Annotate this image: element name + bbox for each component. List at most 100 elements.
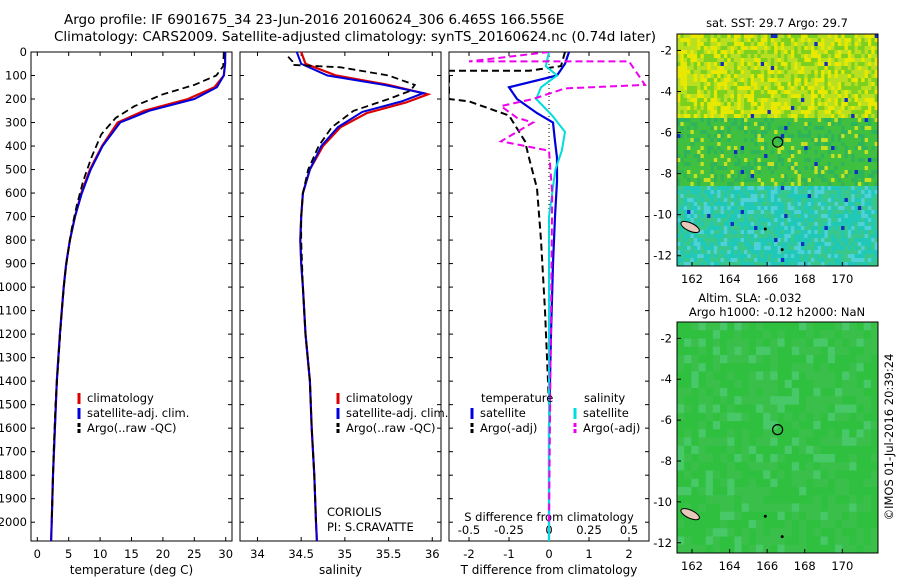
raster-cell	[834, 174, 839, 179]
raster-cell	[723, 58, 728, 63]
raster-cell	[734, 470, 743, 480]
raster-cell	[774, 154, 778, 159]
raster-cell	[817, 210, 822, 215]
raster-cell	[864, 46, 869, 51]
raster-cell	[767, 50, 772, 55]
raster-cell	[794, 246, 799, 251]
raster-cell	[710, 214, 715, 219]
raster-cell	[677, 234, 681, 239]
raster-cell	[814, 118, 819, 123]
raster-cell	[677, 258, 681, 263]
raster-cell	[690, 190, 695, 195]
raster-cell	[821, 146, 825, 151]
raster-cell	[754, 214, 758, 219]
raster-cell	[847, 242, 852, 247]
raster-cell	[871, 190, 876, 195]
raster-cell	[754, 190, 758, 195]
raster-cell	[723, 50, 728, 55]
raster-cell	[867, 142, 872, 147]
raster-cell	[757, 166, 762, 171]
raster-cell	[861, 218, 866, 223]
raster-cell	[780, 86, 785, 91]
raster-cell	[723, 226, 728, 231]
raster-cell	[697, 102, 701, 107]
raster-cell	[784, 478, 793, 488]
raster-cell	[787, 258, 792, 263]
raster-cell	[748, 478, 757, 488]
raster-cell	[817, 214, 822, 219]
raster-cell	[764, 66, 768, 71]
raster-cell	[790, 226, 795, 231]
raster-cell	[700, 246, 705, 251]
raster-cell	[807, 98, 812, 103]
raster-cell	[791, 503, 800, 513]
raster-cell	[747, 126, 752, 131]
raster-cell	[697, 118, 701, 123]
raster-cell	[760, 218, 765, 223]
map-x-tick-label: 164	[719, 272, 741, 286]
raster-cell	[713, 146, 718, 151]
raster-cell	[680, 98, 685, 103]
raster-cell	[861, 94, 866, 99]
raster-cell	[683, 150, 688, 155]
raster-cell	[687, 122, 691, 127]
raster-cell	[821, 74, 825, 79]
raster-cell	[806, 429, 814, 438]
raster-cell	[864, 94, 869, 99]
raster-cell	[690, 218, 695, 223]
raster-cell	[763, 330, 771, 339]
raster-cell	[717, 74, 722, 79]
raster-cell	[748, 396, 757, 405]
raster-cell	[851, 114, 856, 119]
raster-cell	[750, 158, 755, 163]
raster-cell	[690, 102, 695, 107]
raster-cell	[764, 210, 768, 215]
raster-cell	[784, 54, 789, 59]
raster-cell	[874, 70, 879, 75]
raster-cell	[720, 388, 728, 397]
raster-cell	[861, 242, 866, 247]
raster-cell	[790, 70, 795, 75]
raster-cell	[797, 202, 802, 207]
raster-cell	[687, 194, 691, 199]
raster-cell	[804, 46, 809, 51]
raster-cell	[834, 158, 839, 163]
raster-cell	[744, 250, 748, 255]
raster-cell	[842, 503, 850, 513]
raster-cell	[767, 162, 772, 167]
raster-cell	[824, 206, 829, 211]
raster-cell	[703, 166, 708, 171]
raster-cell	[824, 190, 829, 195]
raster-cell	[733, 242, 738, 247]
raster-cell	[707, 38, 711, 43]
raster-cell	[741, 487, 750, 496]
raster-cell	[740, 86, 745, 91]
raster-cell	[705, 511, 714, 521]
raster-cell	[864, 50, 869, 55]
raster-cell	[698, 462, 707, 471]
raster-cell	[821, 262, 825, 267]
raster-cell	[791, 478, 800, 488]
raster-cell	[831, 210, 835, 215]
raster-cell	[817, 230, 822, 235]
raster-cell	[867, 194, 872, 199]
raster-cell	[870, 346, 879, 356]
raster-cell	[690, 122, 695, 127]
raster-cell	[847, 166, 852, 171]
raster-cell	[777, 388, 786, 397]
raster-cell	[774, 38, 778, 43]
raster-cell	[777, 178, 782, 183]
raster-cell	[871, 110, 876, 115]
raster-cell	[770, 150, 775, 155]
raster-cell	[707, 90, 711, 95]
raster-cell	[784, 110, 789, 115]
raster-cell	[807, 194, 812, 199]
raster-cell	[867, 214, 872, 219]
raster-cell	[814, 150, 819, 155]
raster-cell	[842, 437, 850, 447]
raster-cell	[700, 170, 705, 175]
raster-cell	[683, 82, 688, 87]
raster-cell	[821, 242, 825, 247]
raster-cell	[787, 242, 792, 247]
raster-cell	[784, 544, 793, 554]
